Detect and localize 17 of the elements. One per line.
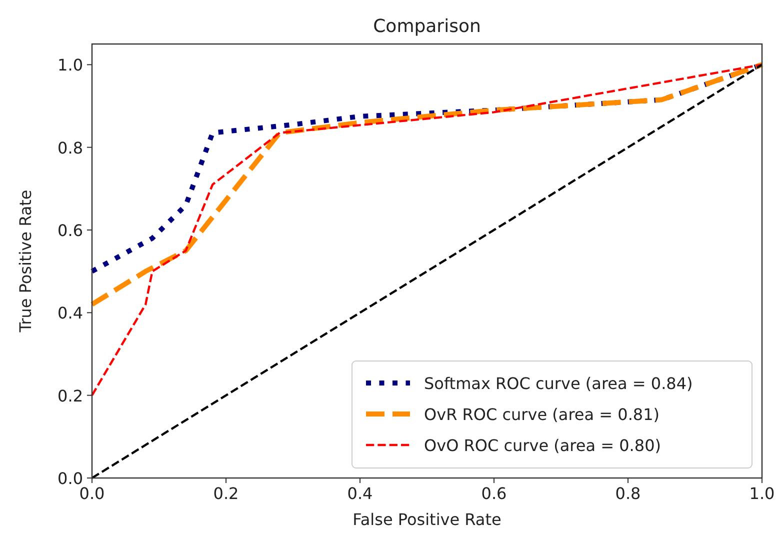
x-tick-label: 0.2 xyxy=(213,484,239,503)
legend-label: OvO ROC curve (area = 0.80) xyxy=(424,436,661,455)
x-tick-label: 0.4 xyxy=(347,484,373,503)
x-tick-label: 0.8 xyxy=(615,484,641,503)
y-tick-label: 0.6 xyxy=(58,221,83,240)
y-tick-label: 0.2 xyxy=(58,386,83,406)
legend-label: Softmax ROC curve (area = 0.84) xyxy=(424,374,693,393)
x-axis-title: False Positive Rate xyxy=(352,510,502,529)
x-tick-label: 0.6 xyxy=(481,484,507,503)
x-tick-label: 1.0 xyxy=(749,484,775,503)
y-axis-title: True Positive Rate xyxy=(16,190,35,334)
line-series xyxy=(90,64,764,396)
y-tick-label: 0.8 xyxy=(58,138,83,158)
legend-label: OvR ROC curve (area = 0.81) xyxy=(424,405,660,424)
y-tick-label: 1.0 xyxy=(58,56,83,75)
chart-title: Comparison xyxy=(373,16,481,37)
y-tick-label: 0.4 xyxy=(58,304,83,323)
